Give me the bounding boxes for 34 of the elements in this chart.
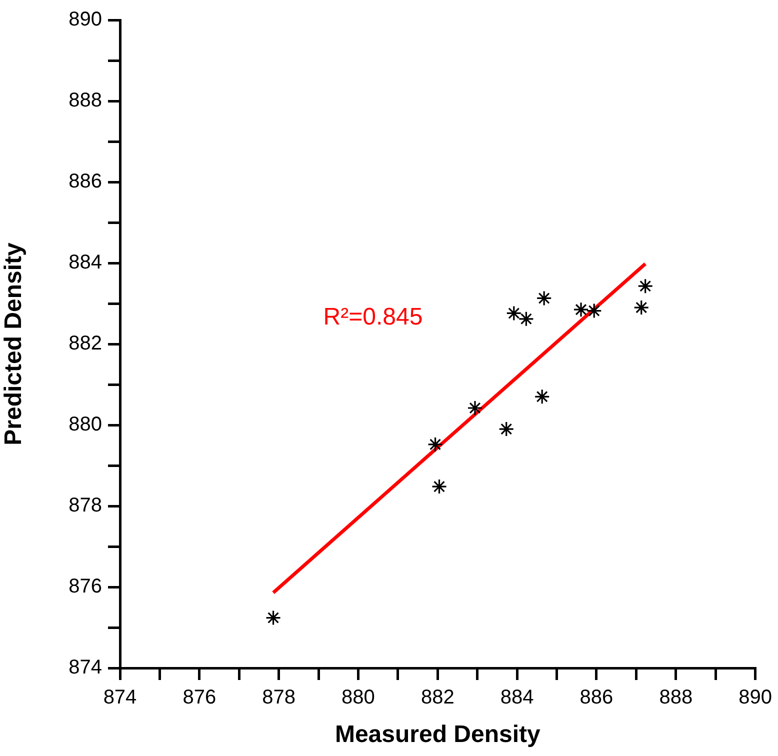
point	[534, 388, 550, 404]
y-tick-label: 876	[68, 576, 102, 598]
x-tick-label: 890	[738, 686, 772, 709]
y-tick-label: 878	[68, 494, 102, 517]
point	[586, 302, 602, 319]
point	[498, 421, 514, 437]
point	[573, 302, 589, 318]
point	[638, 278, 654, 294]
point	[427, 436, 444, 452]
y-tick-label: 890	[68, 8, 102, 31]
x-tick-label: 874	[103, 686, 137, 709]
x-tick-label: 878	[262, 686, 296, 709]
point	[506, 305, 522, 322]
x-tick-label: 888	[659, 686, 693, 709]
x-tick-label: 882	[420, 686, 454, 709]
y-axis-title: Predicted Density	[0, 242, 28, 446]
point	[431, 478, 448, 494]
y-tick-label: 880	[68, 414, 102, 436]
y-tick-label: 882	[68, 332, 102, 355]
annotation: R²=0.845	[323, 304, 423, 331]
x-tick-label: 886	[580, 686, 614, 709]
y-tick-label: 886	[68, 170, 102, 193]
point	[467, 400, 483, 416]
y-tick-label: 874	[68, 656, 102, 679]
y-tick-label: 888	[68, 90, 102, 112]
point	[518, 311, 534, 327]
x-tick-label: 876	[182, 686, 216, 709]
point	[536, 290, 552, 306]
x-tick-label: 884	[500, 686, 534, 709]
x-axis-title: Measured Density	[334, 721, 542, 748]
point	[634, 300, 650, 316]
y-tick-label: 884	[68, 252, 102, 274]
point	[265, 610, 282, 626]
x-tick-label: 880	[342, 686, 375, 709]
